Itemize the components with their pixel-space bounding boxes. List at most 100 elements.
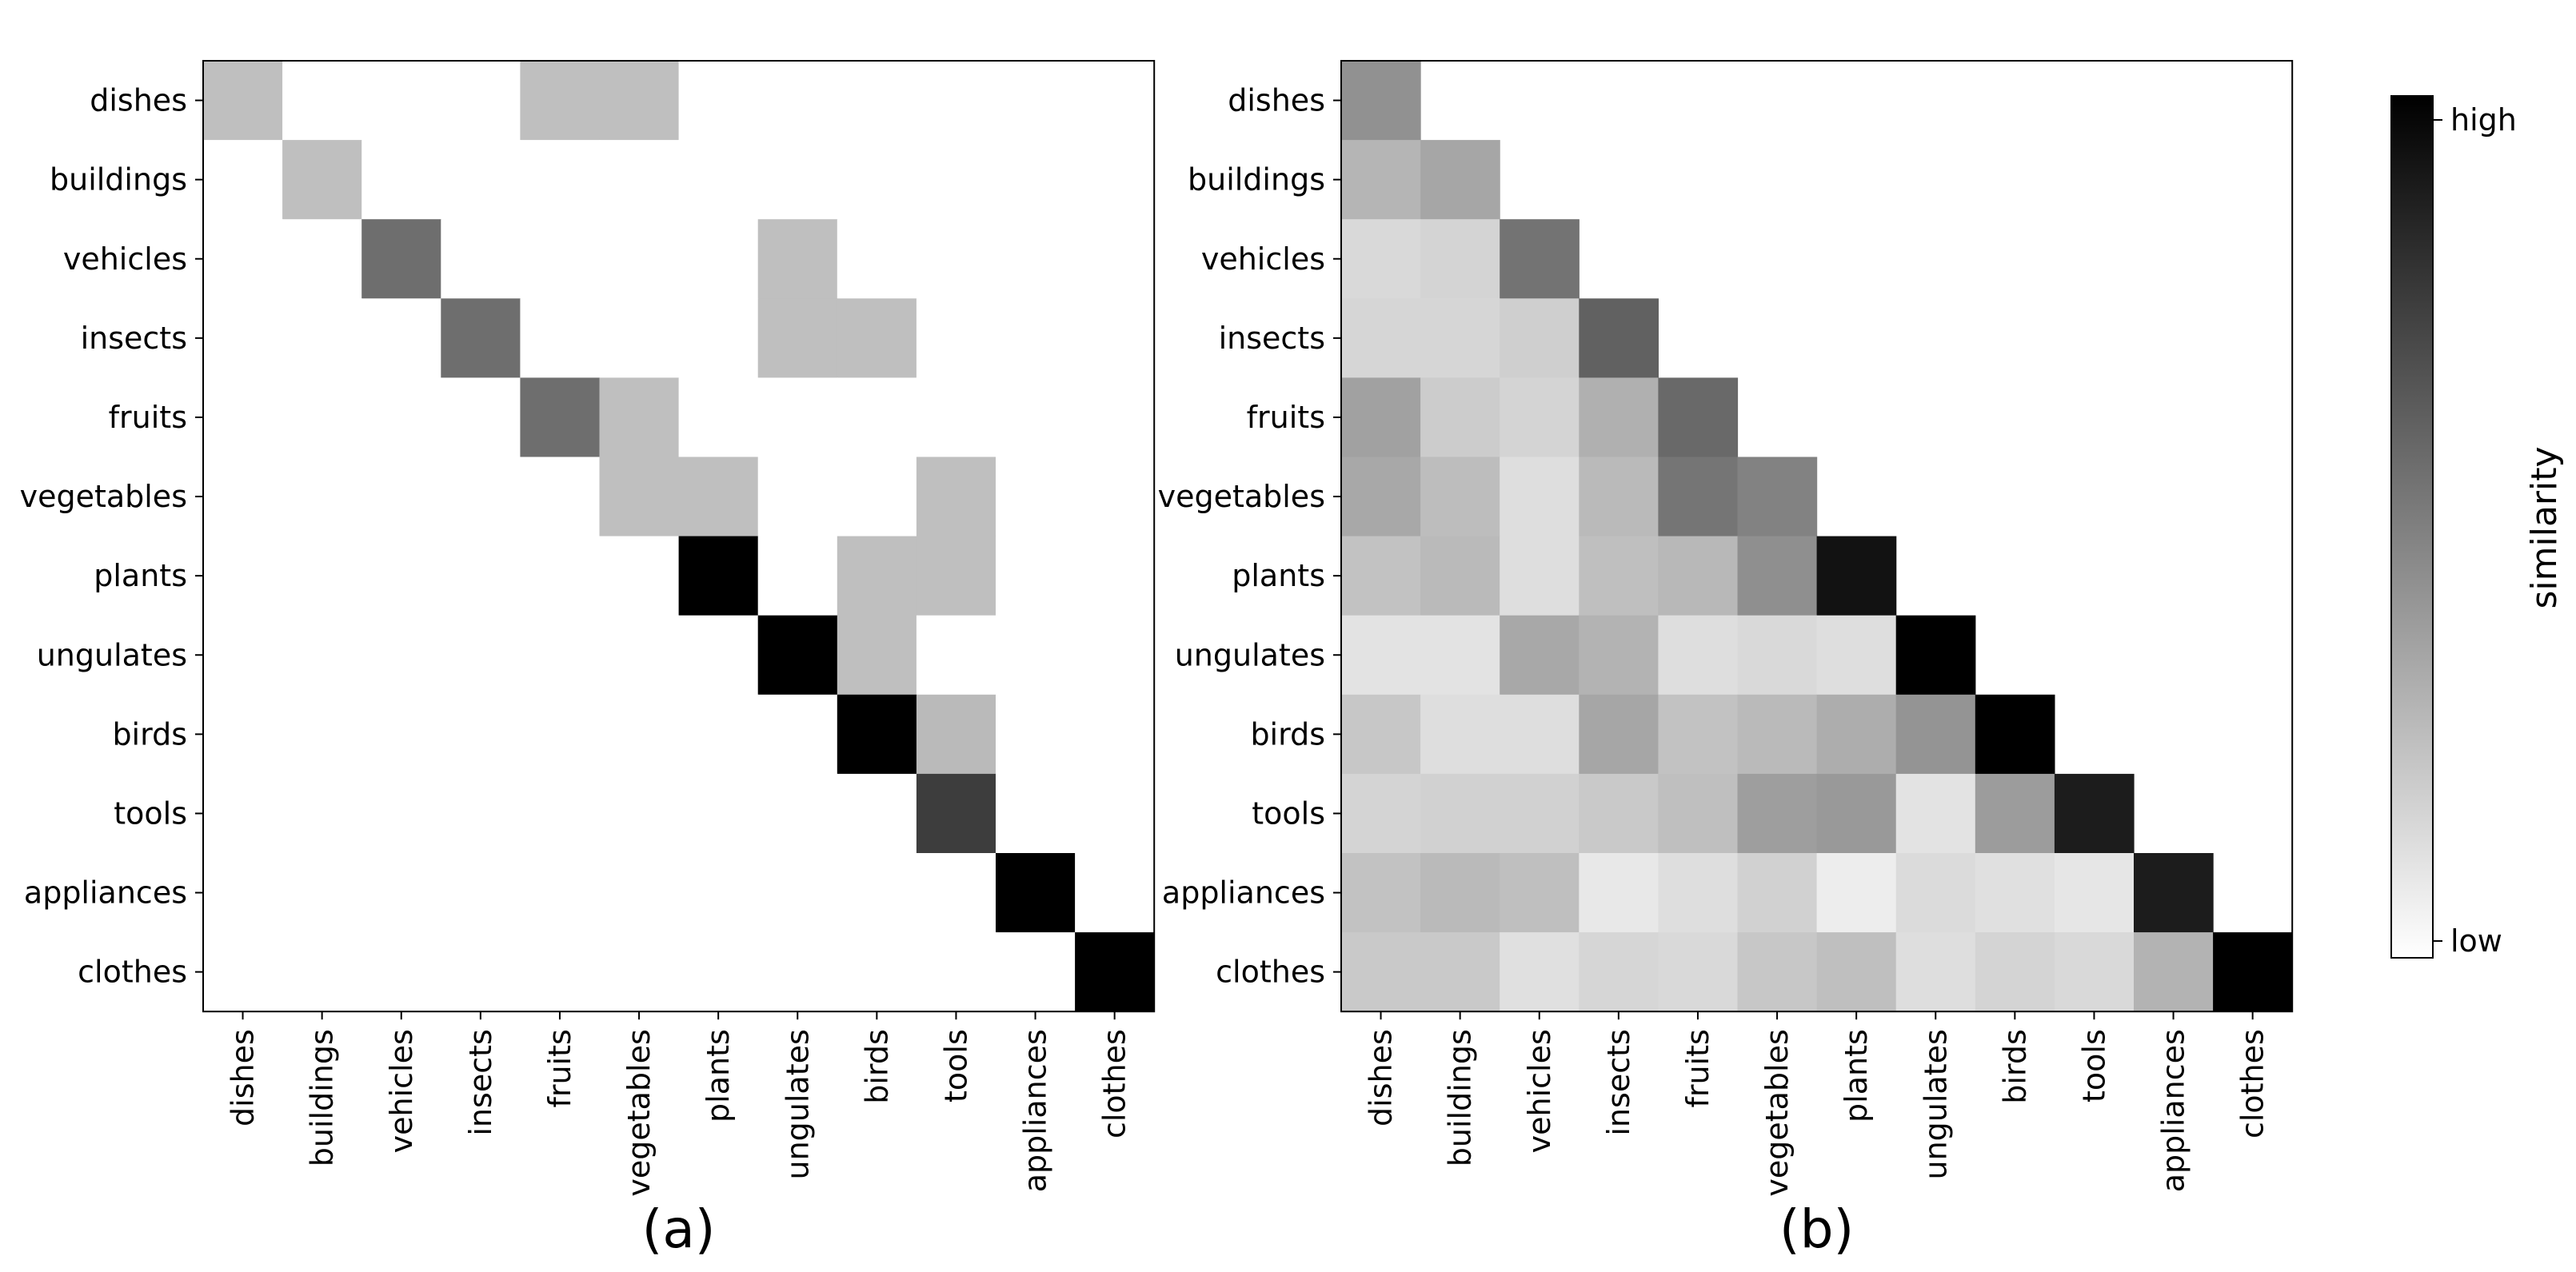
heatmap-cell-a-fruits-buildings — [282, 377, 362, 458]
heatmap-cell-a-plants-ungulates — [757, 536, 838, 616]
heatmap-cell-a-ungulates-birds — [837, 615, 917, 696]
heatmap-cell-a-dishes-birds — [837, 61, 917, 141]
heatmap-cell-b-plants-buildings — [1420, 536, 1500, 616]
heatmap-cell-a-appliances-fruits — [520, 853, 601, 933]
heatmap-cell-a-fruits-ungulates — [757, 377, 838, 458]
col-label-b-birds: birds — [1997, 1029, 2032, 1104]
heatmap-cell-b-appliances-buildings — [1420, 853, 1500, 933]
heatmap-cell-a-vehicles-ungulates — [757, 219, 838, 299]
heatmap-cell-a-vehicles-dishes — [203, 219, 283, 299]
heatmap-cell-a-buildings-fruits — [520, 140, 601, 220]
heatmap-cell-b-vegetables-vegetables — [1737, 457, 1818, 537]
heatmap-cell-a-tools-birds — [837, 773, 917, 854]
heatmap-cell-a-birds-fruits — [520, 694, 601, 775]
heatmap-cell-a-dishes-dishes — [203, 61, 283, 141]
heatmap-cell-b-tools-ungulates — [1895, 773, 1976, 854]
heatmap-cell-a-dishes-fruits — [520, 61, 601, 141]
heatmap-cell-a-dishes-vegetables — [599, 61, 680, 141]
heatmap-cell-b-tools-fruits — [1658, 773, 1739, 854]
panel-caption-b: (b) — [1779, 1198, 1854, 1260]
heatmap-cell-a-dishes-ungulates — [757, 61, 838, 141]
col-label-a-fruits: fruits — [542, 1029, 577, 1107]
heatmap-cell-a-buildings-appliances — [996, 140, 1076, 220]
row-label-a-ungulates: ungulates — [37, 637, 187, 672]
heatmap-cell-a-buildings-plants — [678, 140, 759, 220]
heatmap-cell-b-clothes-vegetables — [1737, 932, 1818, 1012]
col-label-b-vehicles: vehicles — [1522, 1029, 1557, 1153]
heatmap-cell-a-plants-birds — [837, 536, 917, 616]
row-label-b-appliances: appliances — [1162, 875, 1325, 911]
row-label-a-dishes: dishes — [90, 83, 187, 118]
heatmap-cell-a-vegetables-vegetables — [599, 457, 680, 537]
heatmap-cell-b-ungulates-insects — [1579, 615, 1659, 696]
col-label-b-appliances: appliances — [2156, 1029, 2191, 1192]
heatmap-cell-b-appliances-ungulates — [1895, 853, 1976, 933]
heatmap-cell-a-tools-fruits — [520, 773, 601, 854]
heatmap-cell-a-vehicles-plants — [678, 219, 759, 299]
heatmap-cell-a-fruits-vehicles — [361, 377, 441, 458]
heatmap-cell-a-ungulates-dishes — [203, 615, 283, 696]
heatmap-cell-a-clothes-dishes — [203, 932, 283, 1012]
heatmap-cell-a-appliances-birds — [837, 853, 917, 933]
heatmap-cell-a-buildings-buildings — [282, 140, 362, 220]
heatmap-cell-a-vegetables-tools — [916, 457, 996, 537]
heatmap-cell-a-insects-vegetables — [599, 298, 680, 378]
heatmap-cell-a-appliances-clothes — [1075, 853, 1155, 933]
heatmap-cell-b-tools-plants — [1816, 773, 1897, 854]
heatmap-cell-a-vegetables-dishes — [203, 457, 283, 537]
plot-frame-b — [1340, 60, 2294, 1013]
colorbar: high low similarity — [2390, 95, 2565, 959]
row-label-a-plants: plants — [94, 558, 187, 593]
heatmap-cell-a-appliances-appliances — [996, 853, 1076, 933]
heatmap-cell-b-clothes-tools — [2054, 932, 2135, 1012]
heatmap-cell-a-vehicles-vehicles — [361, 219, 441, 299]
heatmap-cell-a-appliances-ungulates — [757, 853, 838, 933]
heatmap-cell-a-fruits-plants — [678, 377, 759, 458]
heatmap-cell-b-ungulates-vehicles — [1500, 615, 1580, 696]
heatmap-cell-a-clothes-plants — [678, 932, 759, 1012]
heatmap-cell-a-birds-birds — [837, 694, 917, 775]
heatmap-cell-a-vegetables-clothes — [1075, 457, 1155, 537]
heatmap-cell-a-buildings-vegetables — [599, 140, 680, 220]
colorbar-high-label: high — [2450, 102, 2517, 138]
heatmap-cell-b-vehicles-buildings — [1420, 219, 1500, 299]
col-label-b-ungulates: ungulates — [1918, 1029, 1953, 1179]
heatmap-cell-a-dishes-plants — [678, 61, 759, 141]
row-label-a-vegetables: vegetables — [20, 479, 187, 514]
col-label-b-vegetables: vegetables — [1759, 1029, 1795, 1196]
col-label-a-insects: insects — [463, 1029, 498, 1135]
heatmap-cell-b-tools-vegetables — [1737, 773, 1818, 854]
heatmap-cell-b-clothes-ungulates — [1895, 932, 1976, 1012]
heatmap-cell-a-birds-plants — [678, 694, 759, 775]
heatmap-cell-a-plants-insects — [441, 536, 521, 616]
heatmap-cell-a-dishes-insects — [441, 61, 521, 141]
heatmap-cell-a-ungulates-vehicles — [361, 615, 441, 696]
heatmap-cell-a-fruits-fruits — [520, 377, 601, 458]
heatmap-cell-a-appliances-tools — [916, 853, 996, 933]
heatmap-cell-b-plants-vehicles — [1500, 536, 1580, 616]
heatmap-cell-b-appliances-appliances — [2134, 853, 2214, 933]
heatmap-cell-b-tools-dishes — [1341, 773, 1421, 854]
row-label-a-tools: tools — [114, 795, 187, 831]
heatmap-cell-a-appliances-insects — [441, 853, 521, 933]
heatmap-cell-a-appliances-vehicles — [361, 853, 441, 933]
heatmap-cell-a-tools-buildings — [282, 773, 362, 854]
heatmap-cell-a-tools-vehicles — [361, 773, 441, 854]
heatmap-cell-a-fruits-clothes — [1075, 377, 1155, 458]
heatmap-cell-a-insects-vehicles — [361, 298, 441, 378]
row-label-b-ungulates: ungulates — [1175, 637, 1325, 672]
heatmap-cell-a-ungulates-insects — [441, 615, 521, 696]
heatmap-cell-a-birds-insects — [441, 694, 521, 775]
heatmap-cell-a-dishes-clothes — [1075, 61, 1155, 141]
heatmap-cell-a-tools-dishes — [203, 773, 283, 854]
heatmap-cell-b-dishes-dishes — [1341, 61, 1421, 141]
row-label-b-vegetables: vegetables — [1158, 479, 1325, 514]
heatmap-cell-b-clothes-fruits — [1658, 932, 1739, 1012]
col-label-b-buildings: buildings — [1443, 1029, 1478, 1166]
heatmap-cell-a-dishes-appliances — [996, 61, 1076, 141]
heatmap-cell-a-tools-vegetables — [599, 773, 680, 854]
heatmap-cell-b-clothes-plants — [1816, 932, 1897, 1012]
row-label-a-clothes: clothes — [78, 955, 187, 990]
heatmap-cell-a-plants-clothes — [1075, 536, 1155, 616]
col-label-a-buildings: buildings — [305, 1029, 340, 1166]
